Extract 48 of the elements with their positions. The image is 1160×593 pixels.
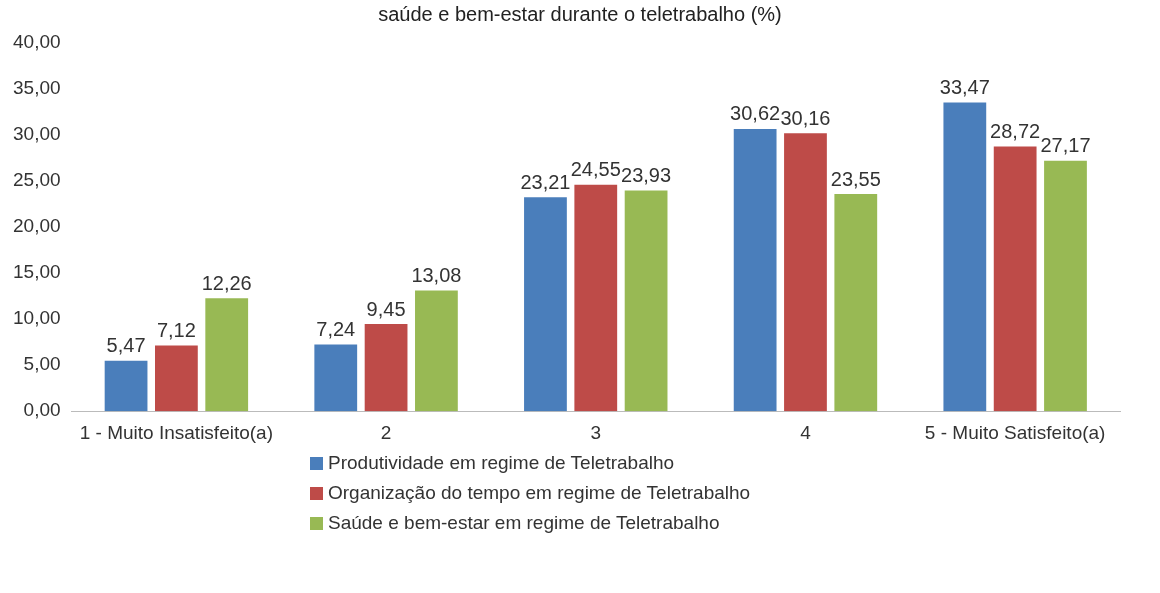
bar: [943, 102, 987, 412]
bar: [415, 290, 458, 412]
bar: [1044, 160, 1087, 412]
data-label: 28,72: [990, 119, 1041, 142]
bar: [314, 344, 358, 412]
legend-label: Saúde e bem-estar em regime de Teletrabalho: [328, 512, 720, 534]
y-tick-label: 10,00: [13, 307, 61, 329]
bar: [104, 360, 148, 412]
data-label: 30,62: [730, 102, 781, 125]
data-label: 27,17: [1040, 134, 1091, 157]
data-label: 23,93: [621, 164, 672, 187]
data-label: 7,12: [156, 319, 196, 342]
y-tick-label: 35,00: [13, 76, 61, 98]
bar: [733, 128, 777, 412]
bar: [364, 324, 408, 412]
data-label: 33,47: [939, 76, 990, 99]
y-tick-label: 40,00: [13, 30, 61, 52]
bar: [624, 190, 668, 412]
bar: [834, 194, 878, 412]
x-tick-label: 3: [590, 421, 602, 443]
y-tick-label: 0,00: [23, 399, 61, 421]
bar: [993, 146, 1037, 412]
data-label: 23,21: [520, 170, 571, 193]
data-label: 12,26: [201, 271, 252, 294]
data-label: 30,16: [780, 106, 831, 129]
bar: [524, 197, 567, 412]
y-tick-label: 15,00: [13, 261, 61, 283]
data-label: 5,47: [106, 334, 146, 357]
legend-label: Produtividade em regime de Teletrabalho: [328, 452, 675, 474]
data-label: 24,55: [570, 158, 621, 181]
x-tick-label: 4: [800, 421, 812, 443]
x-tick-label: 1 - Muito Insatisfeito(a): [79, 421, 274, 443]
bar: [574, 184, 618, 412]
data-label: 13,08: [411, 264, 462, 287]
x-tick-label: 5 - Muito Satisfeito(a): [924, 421, 1106, 443]
data-label: 7,24: [316, 317, 356, 340]
legend-label: Organização do tempo em regime de Teletrabalho: [328, 482, 751, 504]
y-tick-label: 30,00: [13, 122, 61, 144]
x-tick-label: 2: [380, 421, 392, 443]
bar: [205, 298, 249, 412]
data-label: 9,45: [366, 297, 406, 320]
bar: [155, 345, 198, 412]
data-label: 23,55: [830, 167, 881, 190]
chart-title: saúde e bem-estar durante o teletrabalho (%): [377, 2, 783, 27]
y-tick-label: 25,00: [13, 168, 61, 190]
y-tick-label: 5,00: [23, 353, 61, 375]
bar: [784, 133, 827, 412]
y-tick-label: 20,00: [13, 215, 61, 237]
